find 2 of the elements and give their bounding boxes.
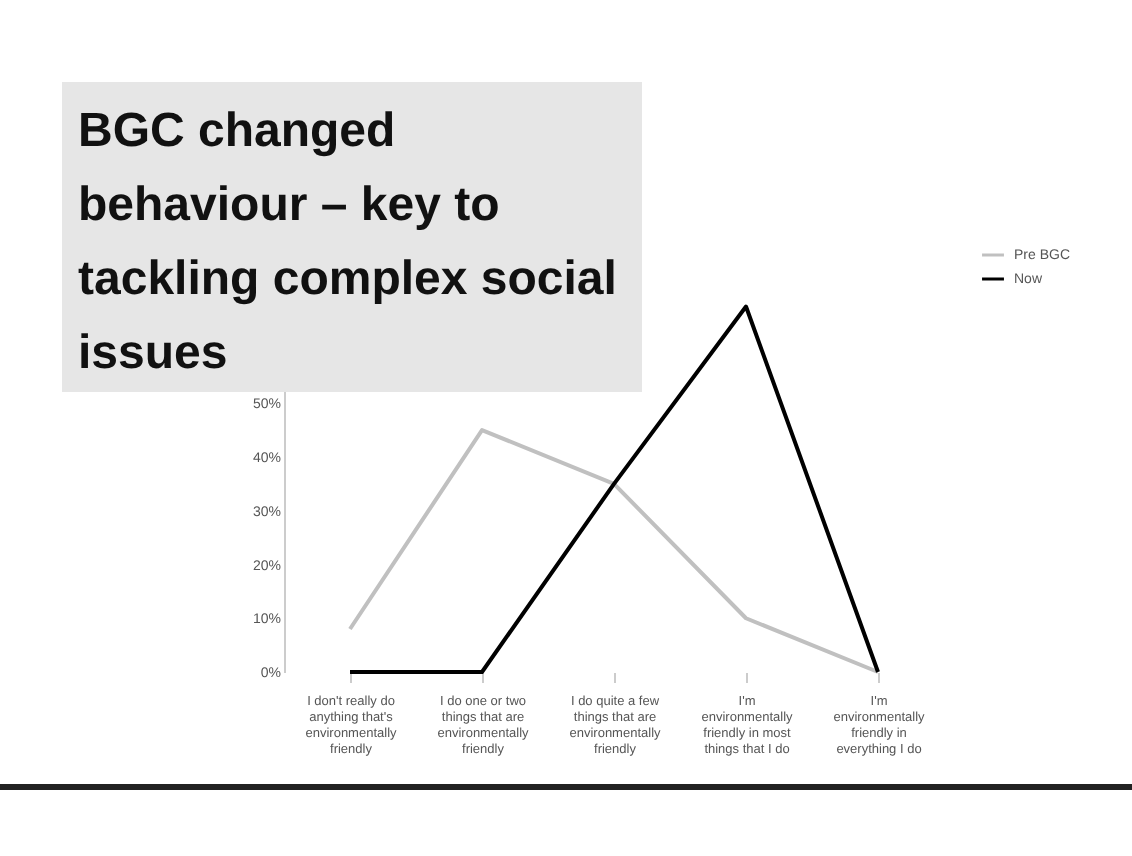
line-series: [348, 428, 880, 674]
chart-title: BGC changed behaviour – key to tackling complex social issues: [62, 82, 642, 392]
